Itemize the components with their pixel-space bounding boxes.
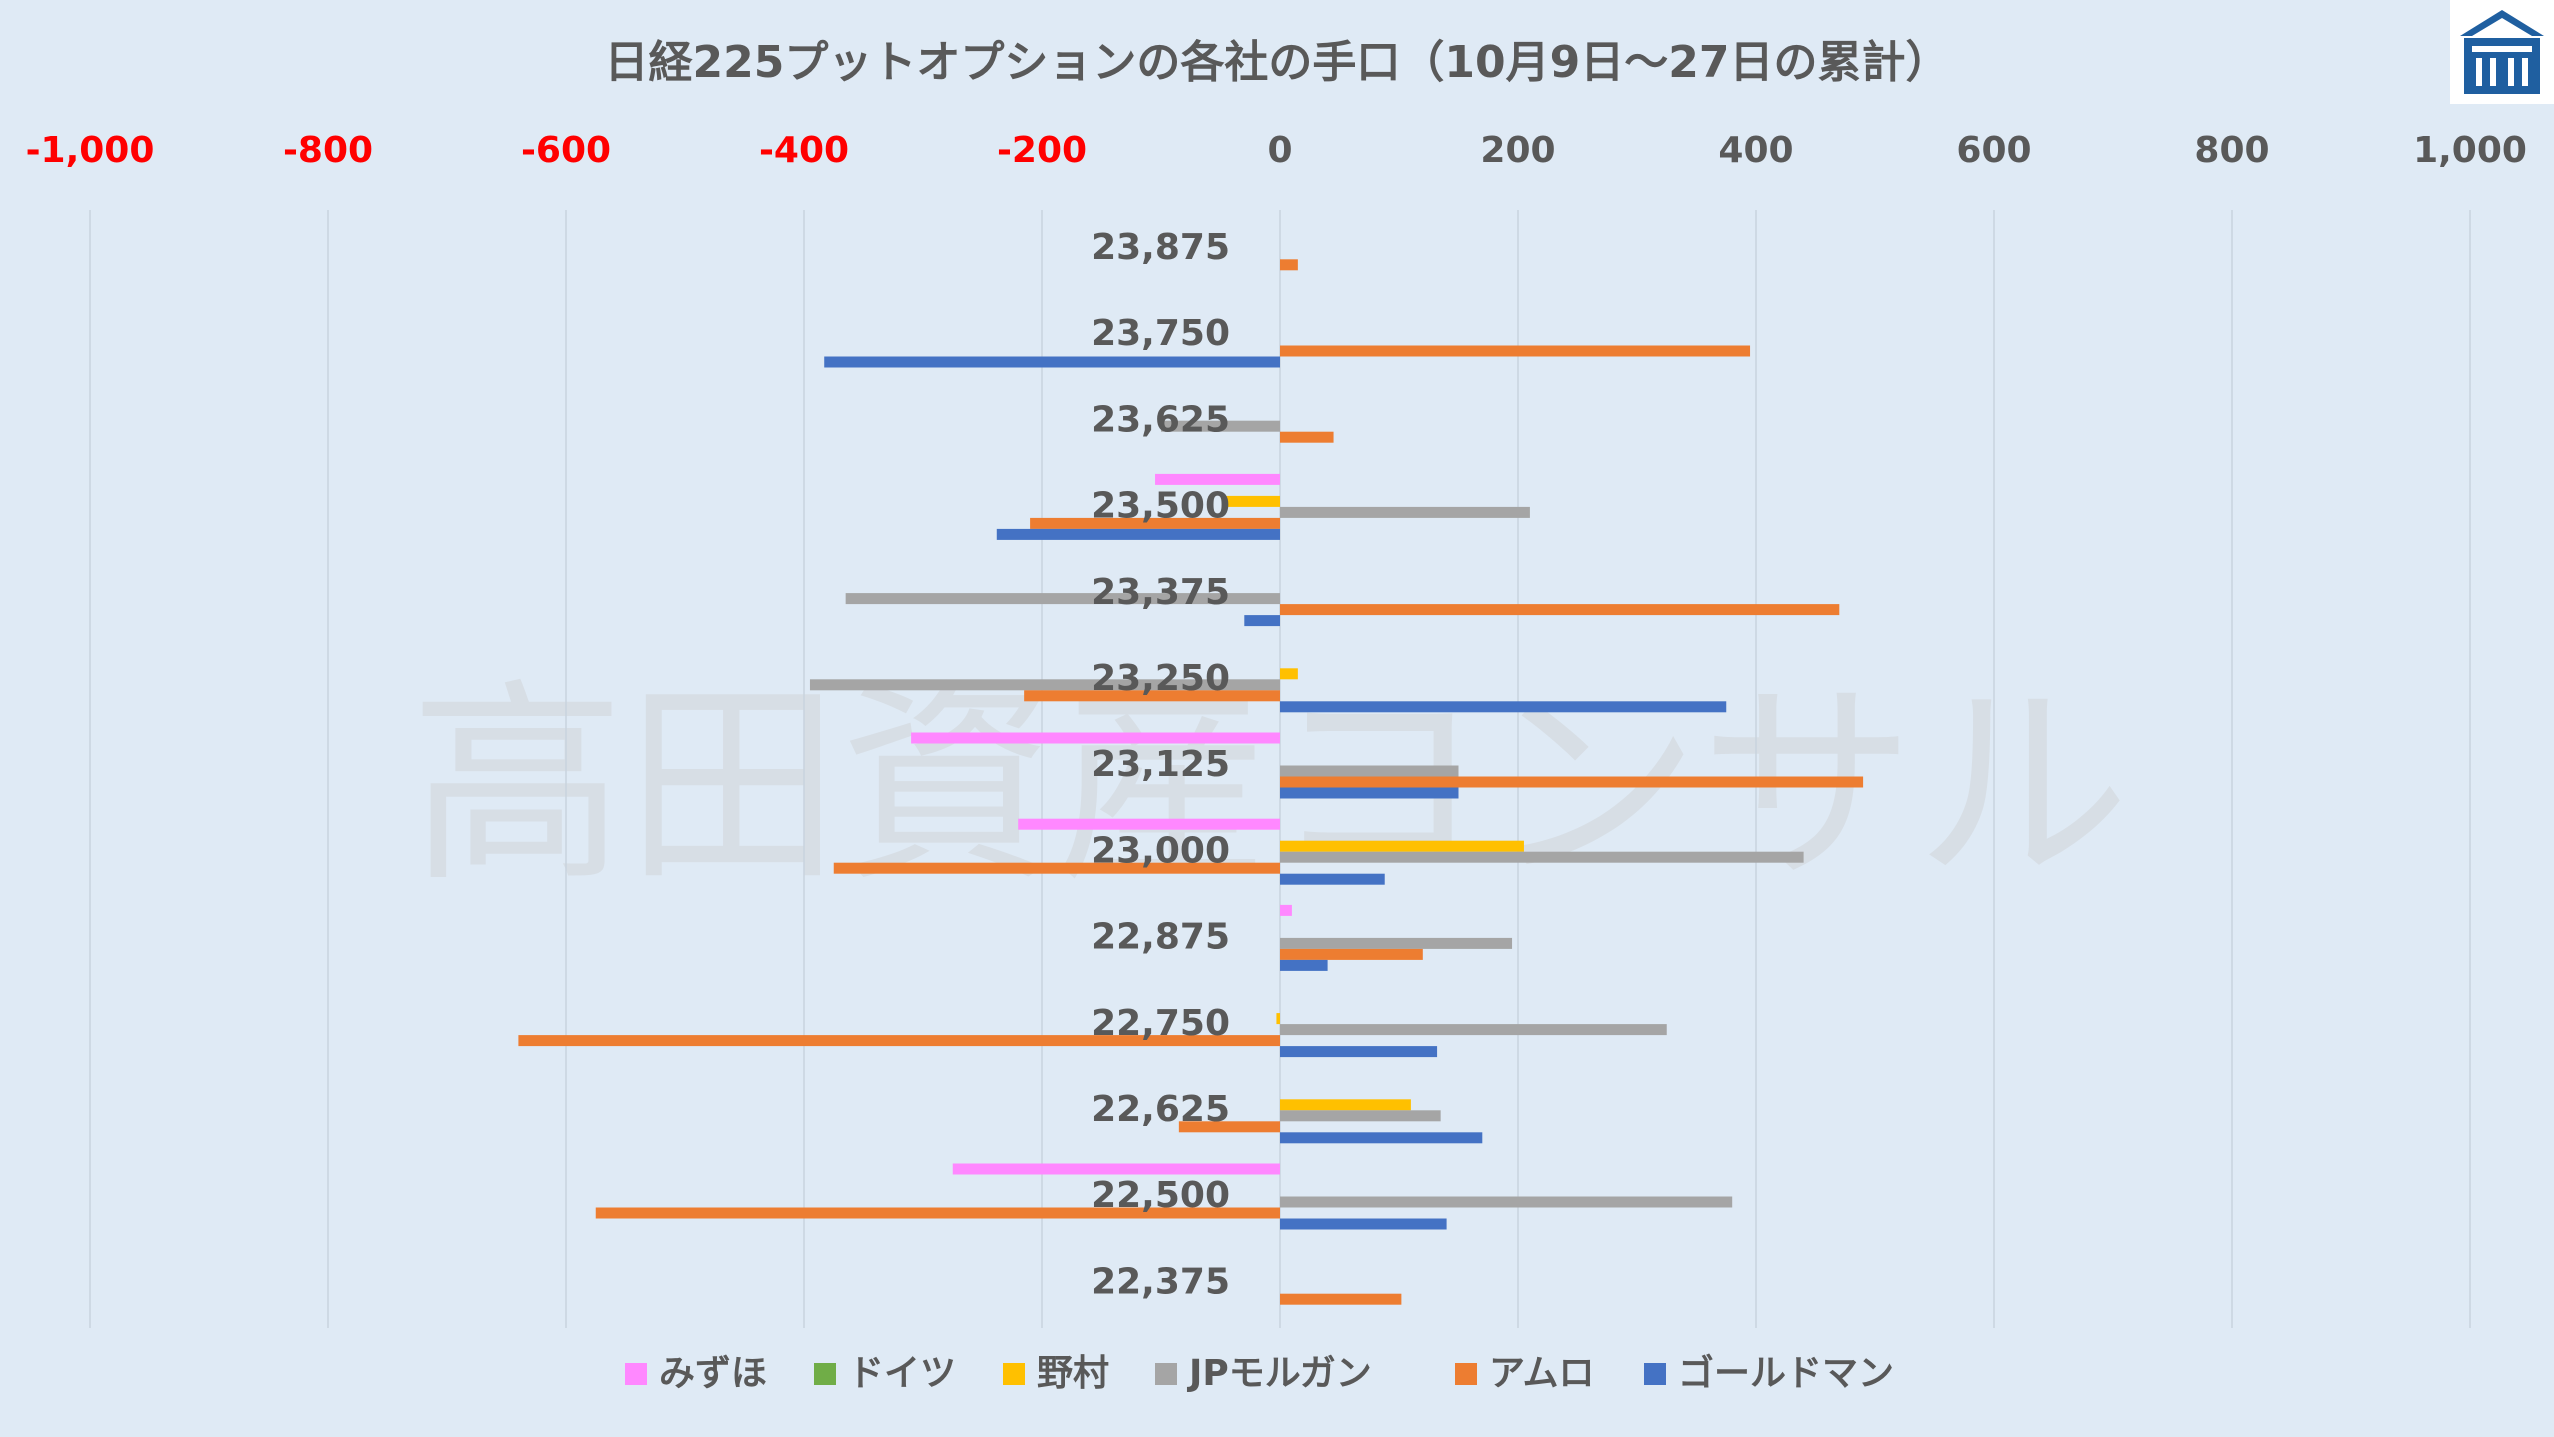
bar <box>1280 1132 1483 1144</box>
legend-swatch <box>814 1363 836 1385</box>
legend-label: ゴールドマン <box>1678 1352 1894 1394</box>
legend-label: 野村 <box>1037 1353 1109 1394</box>
legend-label: JPモルガン <box>1186 1353 1372 1394</box>
x-tick-label: -200 <box>997 130 1087 171</box>
x-tick-label: 800 <box>2194 130 2269 171</box>
category-label: 23,375 <box>1091 572 1230 613</box>
bar <box>1280 1046 1438 1058</box>
logo-icon <box>2460 10 2544 94</box>
bar <box>1280 1110 1441 1122</box>
bar <box>1280 431 1334 443</box>
bar <box>1280 904 1292 916</box>
category-label: 23,625 <box>1091 399 1230 440</box>
category-label: 22,625 <box>1091 1089 1230 1130</box>
x-tick-label: -600 <box>521 130 611 171</box>
legend-swatch <box>1455 1363 1477 1385</box>
bar <box>1280 259 1298 271</box>
bar <box>952 1163 1280 1175</box>
legend-swatch <box>1003 1363 1025 1385</box>
bar <box>1280 701 1727 713</box>
bar <box>595 1207 1280 1219</box>
bar <box>1226 495 1280 507</box>
category-label: 22,875 <box>1091 917 1230 958</box>
category-label: 23,000 <box>1091 830 1230 871</box>
category-label: 23,250 <box>1091 658 1230 699</box>
bar <box>1280 765 1459 777</box>
legend-label: みずほ <box>659 1353 767 1394</box>
bar <box>996 528 1280 540</box>
bar <box>1280 345 1751 357</box>
category-label: 22,500 <box>1091 1175 1230 1216</box>
bar <box>1280 937 1513 949</box>
x-tick-label: 200 <box>1480 130 1555 171</box>
category-label: 23,750 <box>1091 313 1230 354</box>
bar <box>911 732 1280 744</box>
x-tick-label: -1,000 <box>26 130 155 171</box>
legend-swatch <box>1155 1363 1177 1385</box>
legend-label: アムロ <box>1489 1353 1594 1394</box>
bar <box>845 593 1280 605</box>
bar <box>833 862 1280 874</box>
category-label: 23,500 <box>1091 486 1230 527</box>
bar <box>1280 1024 1667 1036</box>
bar <box>1161 420 1280 432</box>
category-label: 23,125 <box>1091 744 1230 785</box>
bar <box>1280 1099 1411 1111</box>
bar <box>1155 473 1280 485</box>
category-labels: 23,875 23,750 23,625 23,500 23,375 23,250 23,1… <box>1091 227 1230 1302</box>
legend: みずほ ドイツ 野村 JPモルガン アムロ ゴールドマン <box>625 1352 1894 1394</box>
x-tick-label: 0 <box>1267 130 1292 171</box>
bar <box>1178 1121 1280 1133</box>
x-tick-label: 600 <box>1956 130 2031 171</box>
x-tick-label: -400 <box>759 130 849 171</box>
bar <box>1280 506 1530 518</box>
category-label: 23,875 <box>1091 227 1230 268</box>
bar <box>1280 873 1385 885</box>
bar <box>1030 517 1280 529</box>
bar <box>1280 668 1298 680</box>
bar <box>1280 1196 1733 1208</box>
bar <box>1280 840 1524 852</box>
category-label: 22,375 <box>1091 1261 1230 1302</box>
bar <box>1244 615 1280 627</box>
x-tick-label: 400 <box>1718 130 1793 171</box>
bar <box>1280 1293 1402 1305</box>
bar <box>1280 1218 1447 1230</box>
bar <box>1280 604 1840 616</box>
category-label: 22,750 <box>1091 1003 1230 1044</box>
bar <box>1024 690 1280 702</box>
x-tick-label: -800 <box>283 130 373 171</box>
bar <box>1018 818 1280 830</box>
gridlines <box>89 210 2471 1328</box>
legend-label: ドイツ <box>848 1353 956 1394</box>
x-tick-label: 1,000 <box>2413 130 2527 171</box>
bar <box>1280 959 1328 971</box>
bar <box>1276 1013 1280 1025</box>
legend-swatch <box>1644 1363 1666 1385</box>
x-axis-ticks: -1,000 -800 -600 -400 -200 0 200 400 600 800 1,000 <box>26 130 2527 171</box>
bar <box>1280 776 1864 788</box>
bar <box>1280 851 1804 863</box>
legend-swatch <box>625 1363 647 1385</box>
bar <box>809 679 1280 691</box>
logo <box>2450 0 2554 104</box>
bars <box>518 259 1864 1305</box>
bar <box>1280 948 1423 960</box>
bar <box>518 1035 1280 1047</box>
bar <box>1280 787 1459 799</box>
bar <box>824 356 1280 368</box>
chart-title: 日経225プットオプションの各社の手口（10月9日～27日の累計） <box>605 37 1950 88</box>
